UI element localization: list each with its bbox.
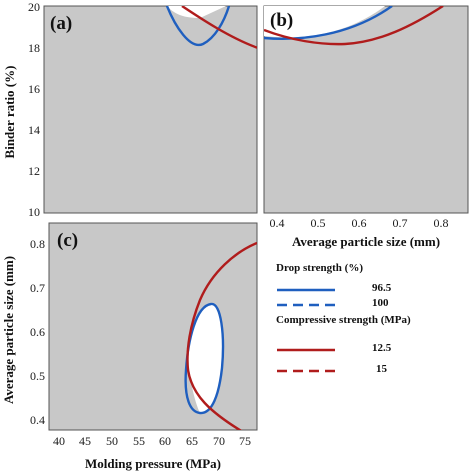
panel-c-ylabel: Average particle size (mm) [1, 256, 16, 404]
panel-c-label: (c) [57, 230, 78, 251]
panel-b: (b) 0.4 0.5 0.6 0.7 0.8 Average particle… [263, 5, 469, 249]
panel-c-y-ticks: 0.8 0.7 0.6 0.5 0.4 [30, 237, 45, 427]
panel-b-xtick: 0.4 [270, 216, 285, 230]
panel-a-ytick: 16 [28, 82, 40, 96]
panel-a-ylabel: Binder ratio (%) [2, 66, 17, 159]
panel-a-ytick: 20 [28, 0, 40, 14]
panel-a-feasible-region [167, 6, 226, 18]
panel-a-compressive-contour [181, 6, 257, 49]
panel-b-label: (b) [270, 10, 293, 31]
legend-label-comp-15: 15 [376, 363, 388, 375]
legend-label-drop-100: 100 [372, 297, 389, 309]
panel-c-feasible-region [188, 303, 223, 414]
panel-a-background [43, 5, 258, 214]
panel-a-drop-contour [165, 6, 231, 47]
panel-b-xtick: 0.6 [352, 216, 367, 230]
panel-c-xtick: 40 [53, 434, 65, 448]
panel-a-ytick: 14 [28, 123, 40, 137]
panel-b-xtick: 0.8 [434, 216, 449, 230]
panel-c-xtick: 65 [186, 434, 198, 448]
panel-c-xtick: 75 [239, 434, 251, 448]
panel-a: (a) 20 18 16 14 12 10 Binder ratio (%) [2, 0, 258, 219]
legend: Drop strength (%) 96.5 100 Compressive s… [276, 262, 411, 375]
panel-a-ytick: 18 [28, 41, 40, 55]
legend-label-comp-12-5: 12.5 [372, 342, 392, 354]
legend-title-compressive: Compressive strength (MPa) [276, 314, 411, 326]
panel-c-ytick: 0.6 [30, 325, 45, 339]
panel-b-xtick: 0.5 [311, 216, 326, 230]
panel-b-drop-contour [264, 6, 393, 40]
panel-b-feasible-region [264, 6, 385, 38]
panel-b-xtick: 0.7 [393, 216, 408, 230]
panel-c-xtick: 70 [213, 434, 225, 448]
panel-c-xlabel: Molding pressure (MPa) [85, 456, 221, 471]
panel-c-ytick: 0.5 [30, 369, 45, 383]
panel-c-compressive-contour [186, 241, 257, 430]
panel-c-xtick: 45 [79, 434, 91, 448]
panel-a-ytick: 10 [28, 205, 40, 219]
panel-c-background [48, 222, 258, 431]
legend-label-drop-96-5: 96.5 [372, 282, 392, 294]
panel-c-ytick: 0.4 [30, 413, 45, 427]
legend-title-drop: Drop strength (%) [276, 262, 363, 274]
panel-a-label: (a) [50, 13, 72, 34]
panel-a-ytick: 12 [28, 164, 40, 178]
panel-c-ytick: 0.7 [30, 281, 45, 295]
panel-b-x-ticks: 0.4 0.5 0.6 0.7 0.8 [270, 216, 449, 230]
panel-c-ytick: 0.8 [30, 237, 45, 251]
panel-c: (c) 0.8 0.7 0.6 0.5 0.4 40 45 50 55 60 6… [1, 222, 258, 471]
panel-b-xlabel: Average particle size (mm) [292, 234, 440, 249]
panel-b-compressive-contour [264, 6, 444, 46]
panel-c-xtick: 60 [159, 434, 171, 448]
panel-c-x-ticks: 40 45 50 55 60 65 70 75 [53, 434, 251, 448]
panel-c-xtick: 55 [133, 434, 145, 448]
panel-a-y-ticks: 20 18 16 14 12 10 [28, 0, 40, 219]
panel-c-xtick: 50 [106, 434, 118, 448]
